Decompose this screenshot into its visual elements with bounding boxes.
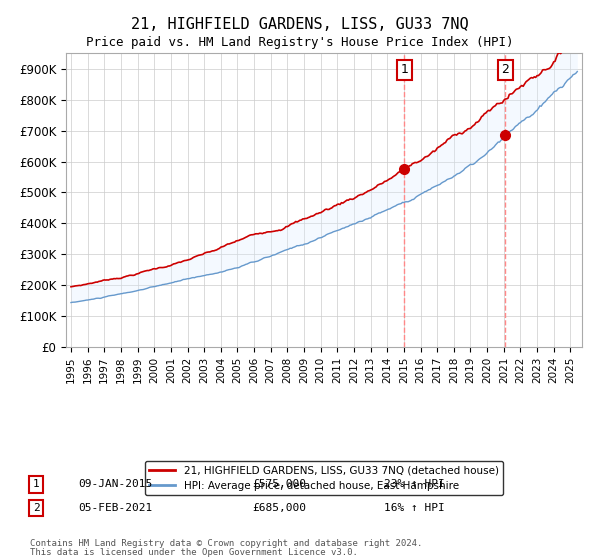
Text: £685,000: £685,000 bbox=[252, 503, 306, 513]
Text: Contains HM Land Registry data © Crown copyright and database right 2024.: Contains HM Land Registry data © Crown c… bbox=[30, 539, 422, 548]
Text: 05-FEB-2021: 05-FEB-2021 bbox=[78, 503, 152, 513]
Text: This data is licensed under the Open Government Licence v3.0.: This data is licensed under the Open Gov… bbox=[30, 548, 358, 557]
Text: 16% ↑ HPI: 16% ↑ HPI bbox=[384, 503, 445, 513]
Text: Price paid vs. HM Land Registry's House Price Index (HPI): Price paid vs. HM Land Registry's House … bbox=[86, 36, 514, 49]
Text: 2: 2 bbox=[32, 503, 40, 513]
Text: 21, HIGHFIELD GARDENS, LISS, GU33 7NQ: 21, HIGHFIELD GARDENS, LISS, GU33 7NQ bbox=[131, 17, 469, 32]
Text: £575,000: £575,000 bbox=[252, 479, 306, 489]
Text: 23% ↑ HPI: 23% ↑ HPI bbox=[384, 479, 445, 489]
Text: 09-JAN-2015: 09-JAN-2015 bbox=[78, 479, 152, 489]
Text: 2: 2 bbox=[502, 63, 509, 77]
Legend: 21, HIGHFIELD GARDENS, LISS, GU33 7NQ (detached house), HPI: Average price, deta: 21, HIGHFIELD GARDENS, LISS, GU33 7NQ (d… bbox=[145, 461, 503, 495]
Text: 1: 1 bbox=[32, 479, 40, 489]
Text: 1: 1 bbox=[400, 63, 409, 77]
